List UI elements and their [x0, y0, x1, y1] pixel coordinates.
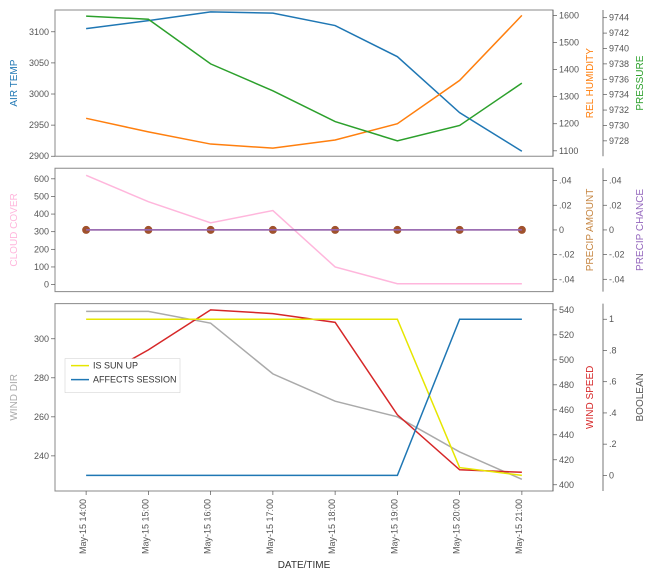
svg-text:1400: 1400: [559, 65, 579, 75]
x-tick-label: May-15 21:00: [514, 499, 524, 554]
svg-text:9744: 9744: [609, 13, 629, 23]
svg-text:-.04: -.04: [609, 274, 625, 284]
svg-text:9730: 9730: [609, 120, 629, 130]
axis-label: PRESSURE: [635, 55, 646, 110]
x-axis-label: DATE/TIME: [278, 560, 331, 571]
svg-text:.6: .6: [609, 377, 617, 387]
x-tick-label: May-15 17:00: [265, 499, 275, 554]
svg-text:-.04: -.04: [559, 274, 575, 284]
svg-text:.02: .02: [609, 200, 622, 210]
svg-text:260: 260: [34, 412, 49, 422]
svg-text:100: 100: [34, 262, 49, 272]
data-series: [86, 12, 522, 151]
svg-text:9742: 9742: [609, 28, 629, 38]
svg-text:300: 300: [34, 334, 49, 344]
axis-label: AIR TEMP: [9, 59, 20, 106]
data-series: [86, 319, 522, 475]
x-tick-label: May-15 18:00: [327, 499, 337, 554]
svg-text:500: 500: [559, 355, 574, 365]
x-tick-label: May-15 15:00: [140, 499, 150, 554]
svg-text:.4: .4: [609, 408, 617, 418]
svg-text:.04: .04: [559, 176, 572, 186]
svg-text:440: 440: [559, 430, 574, 440]
multi-panel-chart: 29002950300030503100AIR TEMP110012001300…: [0, 0, 648, 576]
svg-text:240: 240: [34, 451, 49, 461]
svg-text:.04: .04: [609, 176, 622, 186]
svg-text:420: 420: [559, 455, 574, 465]
svg-text:.02: .02: [559, 200, 572, 210]
svg-text:200: 200: [34, 244, 49, 254]
x-tick-label: May-15 16:00: [203, 499, 213, 554]
svg-text:280: 280: [34, 373, 49, 383]
svg-text:480: 480: [559, 380, 574, 390]
svg-text:1100: 1100: [559, 146, 578, 156]
data-series: [86, 15, 522, 148]
svg-text:.8: .8: [609, 345, 617, 355]
svg-text:1300: 1300: [559, 92, 579, 102]
data-series: [86, 319, 522, 475]
panel-border: [55, 304, 553, 491]
axis-label: WIND SPEED: [585, 366, 596, 429]
svg-text:0: 0: [609, 470, 614, 480]
svg-text:520: 520: [559, 330, 574, 340]
svg-text:-.02: -.02: [559, 250, 575, 260]
svg-text:400: 400: [559, 480, 574, 490]
svg-text:3100: 3100: [29, 27, 49, 37]
svg-text:9740: 9740: [609, 43, 629, 53]
axis-label: REL HUMIDITY: [585, 48, 596, 119]
svg-text:460: 460: [559, 405, 574, 415]
svg-text:0: 0: [559, 225, 564, 235]
svg-text:-.02: -.02: [609, 250, 625, 260]
axis-label: PRECIP AMOUNT: [585, 189, 596, 272]
svg-text:0: 0: [609, 225, 614, 235]
x-tick-label: May-15 19:00: [389, 499, 399, 554]
svg-text:9738: 9738: [609, 59, 629, 69]
svg-text:540: 540: [559, 305, 574, 315]
svg-text:.2: .2: [609, 439, 617, 449]
data-series: [86, 311, 522, 479]
svg-text:2950: 2950: [29, 120, 49, 130]
svg-text:400: 400: [34, 209, 49, 219]
axis-label: WIND DIR: [9, 374, 20, 421]
chart-svg: 29002950300030503100AIR TEMP110012001300…: [0, 0, 648, 576]
svg-text:1200: 1200: [559, 119, 579, 129]
svg-text:1: 1: [609, 314, 614, 324]
svg-text:9734: 9734: [609, 90, 629, 100]
axis-label: PRECIP CHANCE: [635, 189, 646, 271]
data-series: [86, 16, 522, 141]
svg-text:9732: 9732: [609, 105, 629, 115]
svg-text:9728: 9728: [609, 136, 629, 146]
svg-text:3000: 3000: [29, 89, 49, 99]
svg-text:600: 600: [34, 174, 49, 184]
svg-text:1600: 1600: [559, 10, 579, 20]
axis-label: CLOUD COVER: [9, 193, 20, 266]
svg-text:500: 500: [34, 191, 49, 201]
panel-border: [55, 10, 553, 156]
legend-item-label: IS SUN UP: [93, 361, 138, 371]
svg-text:300: 300: [34, 227, 49, 237]
svg-text:3050: 3050: [29, 58, 49, 68]
x-tick-label: May-15 14:00: [78, 499, 88, 554]
legend-item-label: AFFECTS SESSION: [93, 375, 177, 385]
x-tick-label: May-15 20:00: [452, 499, 462, 554]
svg-text:9736: 9736: [609, 74, 629, 84]
svg-text:1500: 1500: [559, 37, 579, 47]
svg-text:2900: 2900: [29, 151, 49, 161]
axis-label: BOOLEAN: [635, 373, 646, 421]
svg-text:0: 0: [44, 280, 49, 290]
